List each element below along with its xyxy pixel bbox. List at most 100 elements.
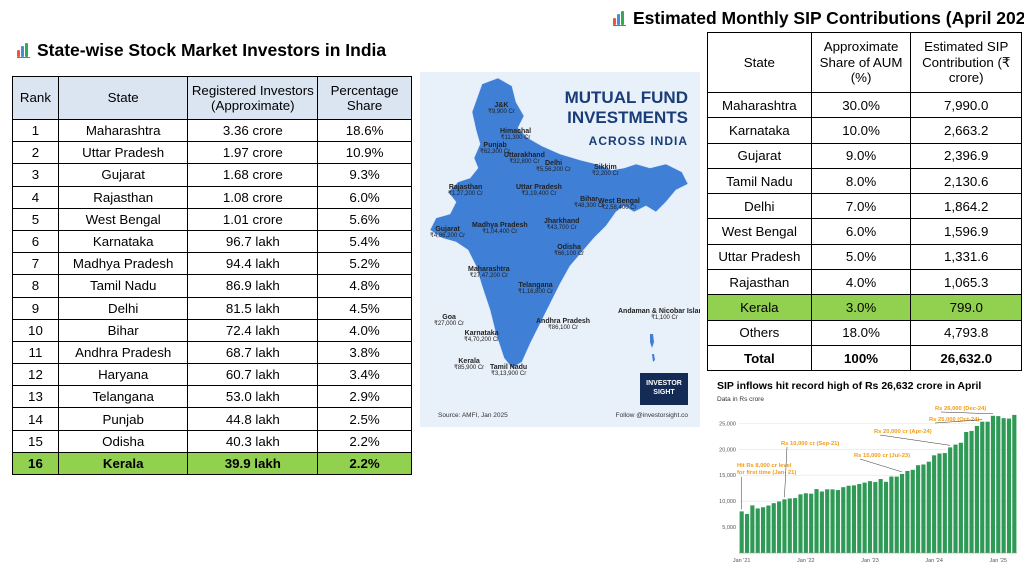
map-label-value: ₹62,300 Cr	[480, 149, 511, 155]
bar	[942, 453, 947, 553]
investors-cell: 13	[12, 385, 59, 409]
investors-cell: 4.5%	[317, 296, 412, 320]
investors-cell: Andhra Pradesh	[57, 340, 189, 365]
investorsight-logo: INVESTOR SIGHT	[640, 373, 688, 405]
investors-cell: 18.6%	[317, 118, 412, 143]
map-label: Uttarakhand ₹32,800 Cr	[504, 152, 545, 166]
investors-cell: 11	[12, 340, 59, 365]
bar	[771, 503, 776, 553]
map-label: Goa ₹27,000 Cr	[434, 314, 464, 328]
investors-row: 13 Telangana 53.0 lakh 2.9%	[12, 385, 412, 409]
investors-row: 3 Gujarat 1.68 crore 9.3%	[12, 163, 412, 187]
map-label: Andhra Pradesh ₹86,100 Cr	[536, 318, 590, 332]
sip-cell: West Bengal	[707, 218, 812, 245]
infographic-title: MUTUAL FUND INVESTMENTS	[565, 88, 688, 128]
investors-row: 1 Maharashtra 3.36 crore 18.6%	[12, 118, 412, 143]
sip-row: Uttar Pradesh 5.0% 1,331.6	[707, 243, 1022, 271]
map-label: Jharkhand ₹43,700 Cr	[544, 218, 579, 232]
map-label-state: Sikkim	[594, 164, 617, 171]
investors-section-title: State-wise Stock Market Investors in Ind…	[17, 40, 386, 61]
sip-row: Others 18.0% 4,793.8	[707, 319, 1022, 346]
x-tick-label: Jan '24	[925, 558, 943, 564]
bar	[793, 498, 798, 553]
investors-cell: 10.9%	[317, 141, 412, 165]
investors-row: 12 Haryana 60.7 lakh 3.4%	[12, 363, 412, 387]
y-tick-label: 5,000	[722, 525, 736, 531]
investors-cell: 40.3 lakh	[187, 429, 319, 453]
map-label: Madhya Pradesh ₹1,04,400 Cr	[472, 222, 528, 236]
investors-row: 11 Andhra Pradesh 68.7 lakh 3.8%	[12, 340, 412, 365]
sip-row: Maharashtra 30.0% 7,990.0	[707, 91, 1022, 119]
bar	[766, 505, 771, 553]
sip-cell: 1,065.3	[910, 269, 1022, 296]
bar	[980, 421, 985, 553]
investors-cell: Tamil Nadu	[57, 274, 189, 298]
sip-cell: 8.0%	[810, 167, 912, 195]
investors-cell: 6	[12, 229, 59, 254]
sip-cell: 26,632.0	[910, 344, 1022, 372]
investors-cell: 2	[12, 141, 59, 165]
map-label-value: ₹4,86,200 Cr	[430, 233, 466, 239]
investors-cell: 5.2%	[317, 252, 412, 276]
investors-header-cell: Percentage Share	[317, 76, 412, 120]
bar	[990, 415, 996, 553]
y-tick-label: 15,000	[719, 473, 736, 479]
bar	[996, 416, 1001, 553]
investors-cell: 4.8%	[317, 274, 412, 298]
map-label: Gujarat ₹4,86,200 Cr	[430, 226, 465, 240]
bar	[803, 493, 808, 553]
sip-row: Delhi 7.0% 1,864.2	[707, 193, 1022, 220]
sip-cell: Karnataka	[707, 117, 812, 144]
map-label-state: Jharkhand	[544, 218, 580, 225]
sip-cell: Uttar Pradesh	[707, 243, 812, 271]
map-label-value: ₹9,900 Cr	[488, 109, 515, 115]
map-label-value: ₹86,100 Cr	[547, 325, 579, 331]
sip-cell: 9.0%	[810, 142, 912, 169]
bar	[819, 491, 824, 553]
map-label: J&K ₹9,900 Cr	[488, 102, 515, 116]
investors-cell: 81.5 lakh	[187, 296, 319, 320]
sip-row: Rajasthan 4.0% 1,065.3	[707, 269, 1022, 296]
sip-cell: Others	[707, 319, 812, 346]
map-label-state: Gujarat	[435, 226, 460, 233]
sip-row: West Bengal 6.0% 1,596.9	[707, 218, 1022, 245]
sip-cell: 2,663.2	[910, 117, 1022, 144]
investors-cell: 1.97 crore	[187, 141, 319, 165]
investors-table-header: Rank State Registered Investors (Approxima…	[12, 76, 412, 120]
map-label: Bihar ₹48,300 Cr	[574, 196, 604, 210]
bar	[1006, 418, 1012, 553]
infographic-follow: Follow @investorsight.co	[615, 412, 688, 419]
chart-annotation: Rs 10,000 cr (Sep-21)	[781, 441, 839, 447]
map-label: West Bengal ₹2,58,400 Cr	[598, 198, 640, 212]
chart-title: SIP inflows hit record high of Rs 26,632…	[717, 380, 982, 392]
bar-chart-icon	[17, 43, 31, 58]
map-label-value: ₹85,900 Cr	[454, 365, 485, 371]
investors-cell: 44.8 lakh	[187, 407, 319, 431]
bar	[889, 476, 894, 553]
map-label: Odisha ₹66,100 Cr	[554, 244, 584, 258]
investors-header-cell: State	[57, 76, 189, 120]
investors-row: 10 Bihar 72.4 lakh 4.0%	[12, 318, 412, 342]
investors-cell: Maharashtra	[57, 118, 189, 143]
sip-cell: 100%	[810, 344, 912, 372]
investors-cell: 2.2%	[317, 451, 412, 476]
bar	[846, 485, 851, 553]
bar	[921, 464, 926, 553]
investors-header-cell: Registered Investors (Approximate)	[187, 76, 319, 120]
investors-cell: 5.4%	[317, 229, 412, 254]
investors-row: 16 Kerala 39.9 lakh 2.2%	[12, 451, 412, 476]
bar	[958, 442, 963, 553]
investors-row: 5 West Bengal 1.01 crore 5.6%	[12, 207, 412, 231]
investors-cell: 4.0%	[317, 318, 412, 342]
y-tick-label: 20,000	[719, 447, 736, 453]
map-label-value: ₹1,27,200 Cr	[448, 191, 484, 197]
investors-cell: Karnataka	[57, 229, 189, 254]
andaman-islands	[650, 334, 655, 362]
map-label-state: Uttar Pradesh	[516, 184, 562, 191]
investors-cell: 5.6%	[317, 207, 412, 231]
map-label-value: ₹2,58,400 Cr	[601, 205, 637, 211]
sip-cell: Gujarat	[707, 142, 812, 169]
investors-cell: Madhya Pradesh	[57, 252, 189, 276]
sip-cell: 6.0%	[810, 218, 912, 245]
investors-cell: 68.7 lakh	[187, 340, 319, 365]
